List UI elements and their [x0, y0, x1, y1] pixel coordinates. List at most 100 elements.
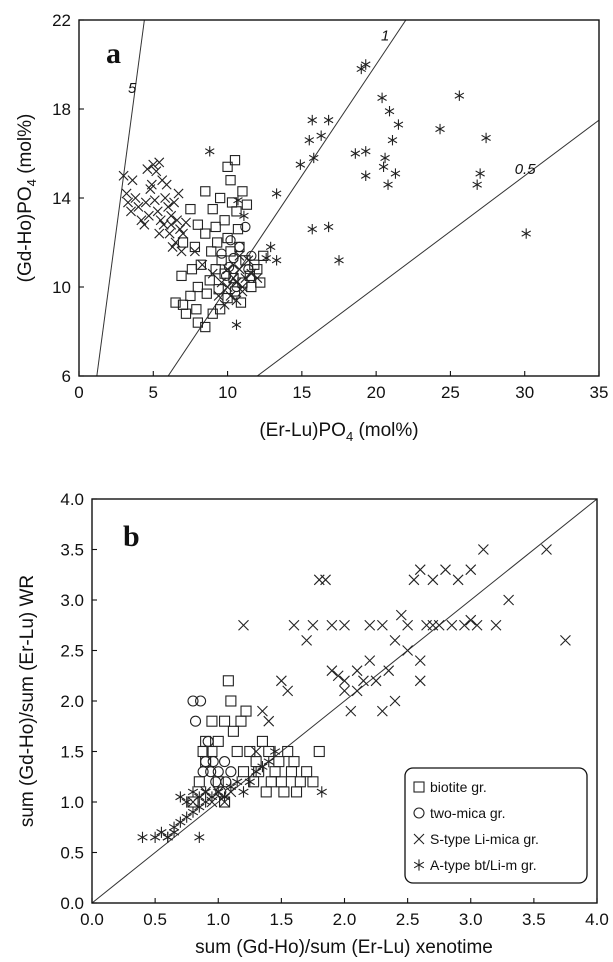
square-data-point: [225, 175, 236, 186]
star-data-point: [271, 255, 282, 266]
star-data-point: [231, 319, 242, 331]
x-data-point: [395, 609, 407, 621]
star-data-point: [307, 114, 318, 126]
x-data-point: [243, 255, 254, 266]
x-data-point: [146, 179, 157, 190]
x-data-point: [301, 635, 313, 646]
star-data-point: [316, 786, 327, 798]
x-data-point: [326, 619, 338, 631]
x-data-point: [351, 665, 363, 677]
star-data-point: [137, 831, 148, 843]
reference-lines: [92, 499, 597, 903]
star-data-point: [316, 130, 326, 141]
star-data-point: [251, 766, 262, 778]
star-data-point: [380, 152, 390, 164]
x-data-point: [376, 705, 388, 717]
x-data-point: [477, 544, 489, 555]
y-tick-label: 0.0: [60, 894, 84, 913]
square-data-point: [229, 155, 241, 166]
square-data-point: [227, 725, 239, 737]
x-tick-label: 3.0: [459, 910, 483, 929]
star-data-point: [323, 221, 334, 233]
star-data-point: [472, 179, 482, 190]
star-data-point: [387, 134, 398, 146]
x-tick-label: 10: [218, 383, 237, 402]
square-data-point: [255, 277, 266, 288]
x-data-point: [118, 170, 129, 181]
x-data-point: [238, 619, 249, 631]
square-data-point: [229, 286, 241, 297]
square-data-point: [240, 705, 252, 717]
square-data-point: [192, 281, 204, 293]
square-data-point: [176, 270, 187, 282]
x-data-point: [250, 746, 262, 757]
circle-data-point: [187, 695, 199, 707]
square-data-point: [258, 250, 269, 261]
x-data-point: [216, 277, 227, 288]
square-data-point: [231, 206, 242, 217]
square-data-point: [207, 203, 218, 215]
x-data-point: [126, 206, 136, 217]
y-tick-label: 2.5: [60, 642, 84, 661]
x-tick-label: 15: [292, 383, 311, 402]
x-data-point: [161, 179, 172, 190]
x-data-point: [252, 273, 263, 284]
x-data-point: [234, 250, 245, 261]
legend-label-two-mica: two-mica gr.: [430, 805, 505, 821]
ratio-label-0-5: 0.5: [515, 161, 537, 178]
square-data-point: [219, 715, 231, 727]
circle-data-point: [207, 756, 219, 768]
ratio-line: [92, 499, 597, 903]
x-data-point: [452, 574, 464, 586]
ratio-line: [167, 20, 407, 376]
star-data-point: [244, 776, 255, 788]
x-data-point: [263, 715, 275, 727]
legend-marker-circle: [413, 807, 425, 819]
x-data-point: [140, 197, 151, 208]
x-data-point: [402, 619, 414, 631]
x-data-point: [307, 619, 319, 631]
star-data-point: [181, 811, 192, 823]
circle-data-point: [195, 695, 207, 707]
x-data-point: [169, 197, 180, 208]
x-data-point: [237, 286, 248, 297]
x-data-point: [133, 201, 144, 212]
square-data-point: [235, 715, 247, 727]
legend-marker-star: [413, 859, 425, 871]
star-data-point: [454, 90, 465, 101]
star-data-point: [204, 146, 215, 157]
x-data-point: [326, 665, 338, 677]
x-data-point: [139, 219, 150, 230]
square-data-point: [288, 756, 300, 768]
square-data-point: [282, 745, 294, 758]
star-data-point: [308, 152, 319, 164]
x-data-point: [364, 619, 376, 631]
star-data-point: [225, 781, 236, 793]
x-tick-label: 1.5: [270, 910, 294, 929]
star-data-point: [168, 821, 180, 833]
x-data-point: [155, 215, 166, 226]
square-data-point: [294, 776, 306, 788]
star-data-point: [265, 241, 276, 253]
x-data-point: [237, 282, 248, 292]
circle-data-point: [197, 766, 209, 778]
x-tick-label: 1.0: [206, 910, 230, 929]
x-data-point: [225, 290, 236, 301]
square-data-point: [185, 290, 196, 302]
x-data-point: [158, 219, 169, 230]
x-data-point: [154, 228, 165, 239]
x-data-point: [160, 193, 171, 203]
square-data-point: [278, 786, 290, 798]
x-data-point: [339, 685, 350, 697]
square-data-point: [222, 161, 233, 172]
x-data-point: [414, 675, 426, 687]
circle-data-point: [234, 241, 245, 253]
x-data-point: [154, 157, 165, 168]
reference-lines: [96, 20, 599, 376]
x-data-point: [213, 290, 224, 301]
square-data-point: [231, 745, 243, 758]
ratio-line: [256, 119, 599, 376]
panel-label: b: [123, 520, 140, 553]
star-data-point: [481, 132, 491, 144]
